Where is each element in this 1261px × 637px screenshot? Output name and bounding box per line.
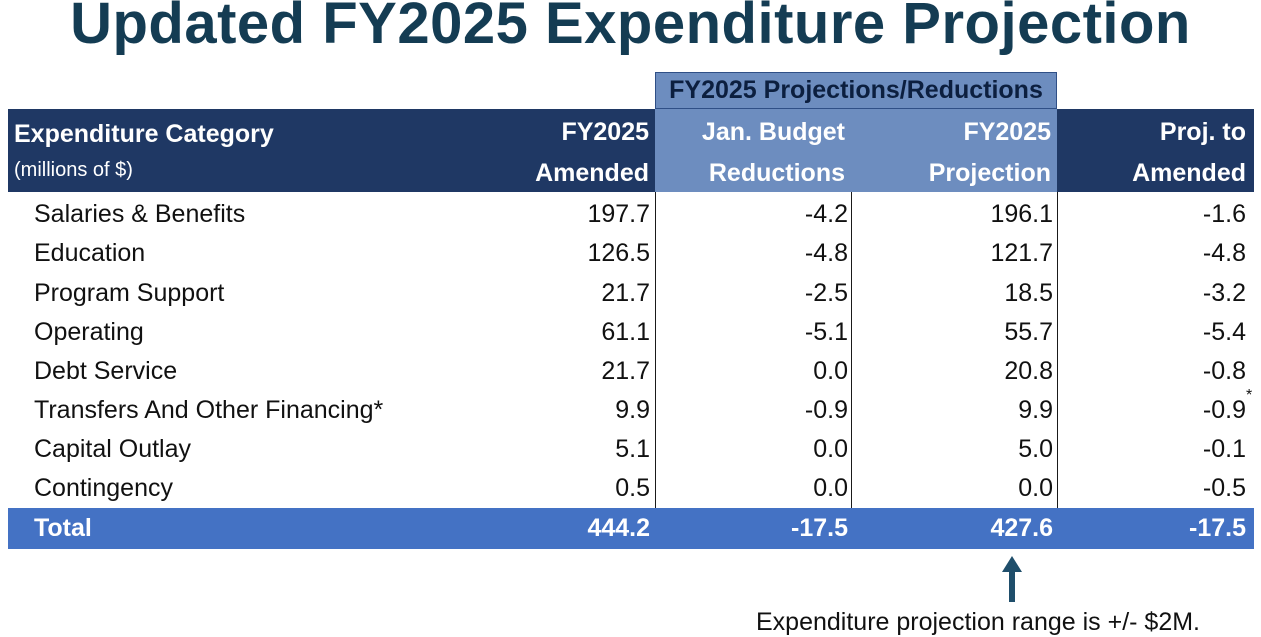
row-reductions: -2.5 xyxy=(804,279,848,307)
up-arrow-icon xyxy=(1002,556,1022,602)
row-amended: 126.5 xyxy=(587,239,650,267)
header-category-label: Expenditure Category xyxy=(14,120,274,148)
column-divider xyxy=(851,192,852,549)
row-proj-to-amended: -4.8 xyxy=(1202,239,1246,267)
row-proj-to-amended: -0.9 xyxy=(1202,396,1246,424)
row-category: Capital Outlay xyxy=(34,435,192,463)
row-amended: 61.1 xyxy=(601,318,650,346)
header-proj-to-amended-block: Proj. to Amended xyxy=(1057,109,1254,192)
total-amended: 444.2 xyxy=(587,514,650,542)
row-amended: 21.7 xyxy=(601,357,650,385)
row-amended: 0.5 xyxy=(615,474,650,502)
header-projection-line1: FY2025 xyxy=(963,118,1051,146)
header-units-label: (millions of $) xyxy=(14,159,133,181)
table-row: Debt Service 21.7 0.0 20.8 -0.8 xyxy=(8,352,1254,391)
row-amended: 21.7 xyxy=(601,279,650,307)
row-category: Education xyxy=(34,239,146,267)
header-proj-to-amended-line1: Proj. to xyxy=(1159,118,1246,146)
projections-group-header: FY2025 Projections/Reductions xyxy=(655,72,1057,109)
row-reductions: -4.8 xyxy=(804,239,848,267)
row-projection: 121.7 xyxy=(990,239,1053,267)
table-row: Capital Outlay 5.1 0.0 5.0 -0.1 xyxy=(8,430,1254,469)
row-projection: 9.9 xyxy=(1018,396,1053,424)
row-projection: 196.1 xyxy=(990,200,1053,228)
table-row: Transfers And Other Financing* 9.9 -0.9 … xyxy=(8,391,1254,430)
table-row: Program Support 21.7 -2.5 18.5 -3.2 xyxy=(8,274,1254,313)
row-category: Salaries & Benefits xyxy=(34,200,246,228)
row-proj-to-amended: -5.4 xyxy=(1202,318,1246,346)
row-category: Transfers And Other Financing* xyxy=(34,396,384,424)
row-projection: 18.5 xyxy=(1004,279,1053,307)
row-category: Program Support xyxy=(34,279,225,307)
header-reductions-line1: Jan. Budget xyxy=(701,118,845,146)
table-row: Salaries & Benefits 197.7 -4.2 196.1 -1.… xyxy=(8,195,1254,234)
column-divider xyxy=(1057,192,1058,549)
row-reductions: 0.0 xyxy=(813,474,848,502)
total-reductions: -17.5 xyxy=(791,514,848,542)
total-projection: 427.6 xyxy=(990,514,1053,542)
header-projection-line2: Projection xyxy=(928,159,1051,187)
page-title: Updated FY2025 Expenditure Projection xyxy=(70,0,1191,56)
header-category-amended-block: Expenditure Category (millions of $) FY2… xyxy=(8,109,655,192)
row-projection: 5.0 xyxy=(1018,435,1053,463)
table-row: Education 126.5 -4.8 121.7 -4.8 xyxy=(8,234,1254,273)
row-category: Contingency xyxy=(34,474,173,502)
row-proj-to-amended: -0.8 xyxy=(1202,357,1246,385)
row-projection: 55.7 xyxy=(1004,318,1053,346)
row-reductions: 0.0 xyxy=(813,357,848,385)
header-projection-block: FY2025 Projection xyxy=(851,109,1057,192)
row-proj-to-amended: -3.2 xyxy=(1202,279,1246,307)
row-reductions: -4.2 xyxy=(804,200,848,228)
total-proj-to-amended: -17.5 xyxy=(1189,514,1246,542)
table-row: Contingency 0.5 0.0 0.0 -0.5 xyxy=(8,469,1254,508)
row-reductions: -5.1 xyxy=(804,318,848,346)
projection-range-note: Expenditure projection range is +/- $2M. xyxy=(756,608,1200,636)
row-amended: 9.9 xyxy=(615,396,650,424)
row-amended: 197.7 xyxy=(587,200,650,228)
row-category: Debt Service xyxy=(34,357,178,385)
row-projection: 20.8 xyxy=(1004,357,1053,385)
row-proj-to-amended: -0.1 xyxy=(1202,435,1246,463)
row-reductions: -0.9 xyxy=(804,396,848,424)
column-divider xyxy=(655,192,656,549)
header-amended-line2: Amended xyxy=(535,159,649,187)
footnote-marker: * xyxy=(1246,387,1253,404)
row-proj-to-amended: -1.6 xyxy=(1202,200,1246,228)
row-reductions: 0.0 xyxy=(813,435,848,463)
header-reductions-block: Jan. Budget Reductions xyxy=(655,109,851,192)
header-proj-to-amended-line2: Amended xyxy=(1132,159,1246,187)
table-row: Operating 61.1 -5.1 55.7 -5.4 xyxy=(8,313,1254,352)
header-reductions-line2: Reductions xyxy=(708,159,845,187)
table-header: Expenditure Category (millions of $) FY2… xyxy=(8,109,1254,192)
row-category: Operating xyxy=(34,318,144,346)
row-amended: 5.1 xyxy=(615,435,650,463)
total-row: Total 444.2 -17.5 427.6 -17.5 xyxy=(8,508,1254,549)
header-amended-line1: FY2025 xyxy=(561,118,649,146)
row-projection: 0.0 xyxy=(1018,474,1053,502)
row-proj-to-amended: -0.5 xyxy=(1202,474,1246,502)
total-label: Total xyxy=(34,514,92,542)
